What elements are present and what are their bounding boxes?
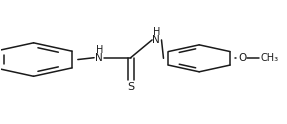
Text: S: S — [127, 81, 134, 92]
Text: H: H — [96, 45, 103, 55]
Text: H: H — [153, 27, 160, 37]
Text: N: N — [95, 53, 103, 63]
Text: O: O — [238, 53, 246, 63]
Text: N: N — [152, 35, 160, 45]
Text: CH₃: CH₃ — [261, 53, 279, 63]
